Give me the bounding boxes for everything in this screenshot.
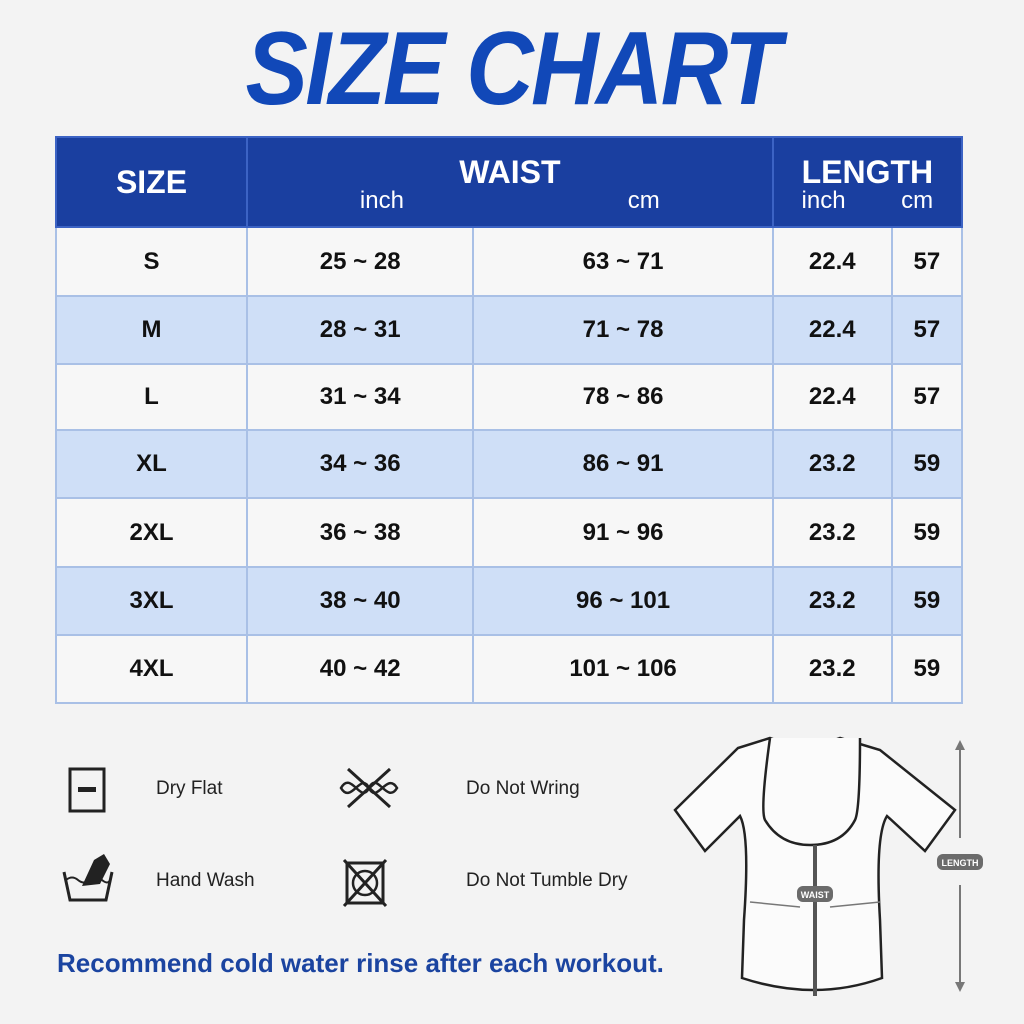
- cell-size: 4XL: [55, 634, 248, 704]
- header-length: LENGTH inch cm: [771, 136, 964, 228]
- hand-wash-icon: [62, 854, 114, 902]
- table-row: L 31 ~ 34 78 ~ 86 22.4 57: [55, 363, 964, 431]
- care-no-wring: Do Not Wring: [466, 778, 580, 799]
- cell-waist-inch: 40 ~ 42: [245, 634, 475, 704]
- page-title: SIZE CHART: [245, 11, 782, 127]
- cell-length-cm: 59: [890, 429, 964, 499]
- cell-length-inch: 23.2: [771, 497, 893, 568]
- cell-length-inch: 22.4: [771, 363, 893, 431]
- size-table: SIZE WAIST inch cm LENGTH inch cm S 25 ~ 28 63…: [55, 136, 964, 704]
- shirt-diagram: WAIST LENGTH: [673, 736, 983, 996]
- cell-length-cm: 57: [890, 295, 964, 365]
- cell-waist-inch: 31 ~ 34: [245, 363, 475, 431]
- cell-length-inch: 23.2: [771, 566, 893, 636]
- cell-length-cm: 57: [890, 363, 964, 431]
- cell-waist-cm: 71 ~ 78: [472, 295, 774, 365]
- do-not-wring-icon: [339, 767, 399, 809]
- dry-flat-icon: [68, 767, 106, 813]
- cell-waist-cm: 96 ~ 101: [472, 566, 774, 636]
- cell-size: S: [55, 226, 248, 297]
- cell-length-cm: 59: [890, 497, 964, 568]
- cell-waist-inch: 34 ~ 36: [245, 429, 475, 499]
- table-row: XL 34 ~ 36 86 ~ 91 23.2 59: [55, 429, 964, 499]
- cell-length-cm: 59: [890, 566, 964, 636]
- do-not-tumble-dry-icon: [342, 858, 388, 908]
- cell-size: 2XL: [55, 497, 248, 568]
- cell-waist-cm: 91 ~ 96: [472, 497, 774, 568]
- table-row: 3XL 38 ~ 40 96 ~ 101 23.2 59: [55, 566, 964, 636]
- care-note: Recommend cold water rinse after each wo…: [57, 948, 664, 978]
- cell-size: M: [55, 295, 248, 365]
- cell-length-inch: 22.4: [771, 295, 893, 365]
- cell-waist-cm: 101 ~ 106: [472, 634, 774, 704]
- header-size: SIZE: [55, 136, 248, 228]
- cell-waist-inch: 36 ~ 38: [245, 497, 475, 568]
- cell-waist-inch: 25 ~ 28: [245, 226, 475, 297]
- table-row: 4XL 40 ~ 42 101 ~ 106 23.2 59: [55, 634, 964, 704]
- cell-waist-cm: 63 ~ 71: [472, 226, 774, 297]
- cell-waist-cm: 78 ~ 86: [472, 363, 774, 431]
- cell-length-inch: 22.4: [771, 226, 893, 297]
- cell-waist-inch: 28 ~ 31: [245, 295, 475, 365]
- care-no-tumble: Do Not Tumble Dry: [466, 870, 628, 891]
- waist-label: WAIST: [801, 890, 830, 900]
- table-row: M 28 ~ 31 71 ~ 78 22.4 57: [55, 295, 964, 365]
- header-waist: WAIST inch cm: [246, 136, 774, 228]
- table-row: S 25 ~ 28 63 ~ 71 22.4 57: [55, 226, 964, 297]
- cell-length-inch: 23.2: [771, 634, 893, 704]
- cell-length-inch: 23.2: [771, 429, 893, 499]
- care-dry-flat: Dry Flat: [156, 778, 223, 799]
- cell-length-cm: 57: [890, 226, 964, 297]
- cell-waist-inch: 38 ~ 40: [245, 566, 475, 636]
- table-row: 2XL 36 ~ 38 91 ~ 96 23.2 59: [55, 497, 964, 568]
- length-label: LENGTH: [942, 858, 979, 868]
- cell-size: L: [55, 363, 248, 431]
- cell-length-cm: 59: [890, 634, 964, 704]
- cell-size: 3XL: [55, 566, 248, 636]
- care-hand-wash: Hand Wash: [156, 870, 255, 891]
- cell-size: XL: [55, 429, 248, 499]
- cell-waist-cm: 86 ~ 91: [472, 429, 774, 499]
